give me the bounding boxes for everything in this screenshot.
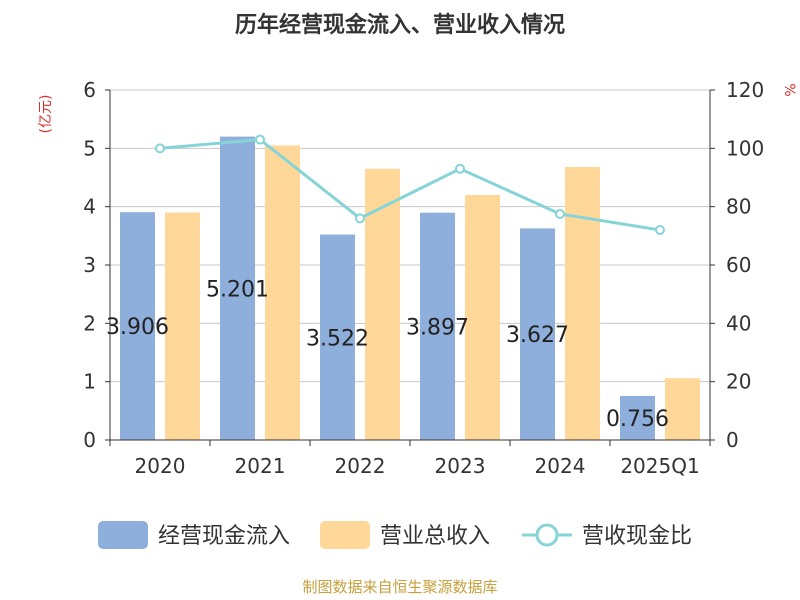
legend-label: 营业总收入 xyxy=(380,524,490,549)
data-label: 5.201 xyxy=(206,277,269,302)
legend[interactable]: 经营现金流入 营业总收入 营收现金比 xyxy=(98,521,692,549)
data-label: 3.897 xyxy=(406,315,469,340)
bar-2020-1 xyxy=(165,212,200,440)
legend-swatch xyxy=(98,521,148,549)
bar-2022-1 xyxy=(365,168,400,440)
data-label: 3.522 xyxy=(306,326,369,351)
axes xyxy=(105,89,715,446)
x-tick-label: 2023 xyxy=(435,454,486,478)
ratio-point-2024 xyxy=(555,208,565,219)
source-note: 制图数据来自恒生聚源数据库 xyxy=(302,578,497,596)
chart-title: 历年经营现金流入、营业收入情况 xyxy=(235,12,565,38)
y-right-tick-label: 40 xyxy=(726,311,751,335)
x-tick-label: 2020 xyxy=(135,454,186,478)
bar-2022-0 xyxy=(320,234,355,440)
y-right-tick-label: 80 xyxy=(726,195,751,219)
x-tick-label: 2025Q1 xyxy=(620,454,699,478)
ratio-line xyxy=(155,134,665,235)
y-left-tick-label: 3 xyxy=(83,253,96,277)
ratio-point-2025Q1 xyxy=(655,225,665,235)
bar-2023-0 xyxy=(420,212,455,440)
bar-2021-0 xyxy=(220,136,255,440)
data-label: 3.627 xyxy=(506,323,569,348)
grid-lines xyxy=(110,89,710,383)
y-right-tick-label: 100 xyxy=(726,136,764,160)
y-left-tick-label: 0 xyxy=(83,428,96,452)
x-tick-label: 2022 xyxy=(335,454,386,478)
y-left-tick-label: 5 xyxy=(83,136,96,160)
ratio-polyline xyxy=(159,138,661,232)
ratio-point-2022 xyxy=(355,213,365,224)
x-tick-label: 2021 xyxy=(235,454,286,478)
y-right-tick-label: 60 xyxy=(726,253,751,277)
y-left-tick-label: 6 xyxy=(83,78,96,102)
bar-2025Q1-0 xyxy=(620,395,655,440)
y-left-tick-label: 2 xyxy=(83,311,96,335)
y-right-tick-label: 120 xyxy=(726,78,764,102)
data-label: 3.906 xyxy=(106,315,169,340)
y-right-tick-label: 0 xyxy=(726,428,739,452)
ratio-point-2021 xyxy=(255,134,265,145)
bar-2024-0 xyxy=(520,228,555,440)
legend-label: 营收现金比 xyxy=(582,524,692,549)
y-right-unit: % xyxy=(781,83,797,96)
bar-2023-1 xyxy=(465,195,500,440)
y-right-tick-label: 20 xyxy=(726,370,751,394)
data-label: 0.756 xyxy=(606,407,669,432)
y-left-tick-label: 1 xyxy=(83,370,96,394)
bar-2025Q1-1 xyxy=(665,378,700,440)
y-left-tick-label: 4 xyxy=(83,195,96,219)
y-left-unit: (亿元) xyxy=(38,95,54,134)
bar-2024-1 xyxy=(565,167,600,440)
legend-label: 经营现金流入 xyxy=(158,524,290,549)
x-tick-label: 2024 xyxy=(535,454,586,478)
ratio-point-2020 xyxy=(155,143,165,154)
bar-2020-0 xyxy=(120,212,155,440)
data-labels: 3.906 5.201 3.522 3.897 3.627 0.756 xyxy=(106,277,669,432)
bar-marks xyxy=(120,136,700,440)
legend-marker xyxy=(535,523,559,547)
ratio-point-2023 xyxy=(455,163,465,174)
bar-2021-1 xyxy=(265,145,300,440)
legend-swatch xyxy=(320,521,370,549)
